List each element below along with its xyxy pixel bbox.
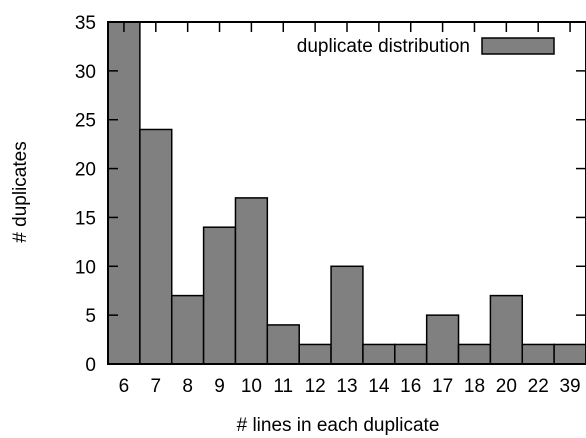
- x-tick-label: 18: [464, 376, 485, 397]
- tick-labels: 6 7 8 9 10 11 12 13 14 16 17 18 20 22 39 0 5 10 15 20 25 30 35: [75, 13, 581, 397]
- legend-label: duplicate distribution: [297, 36, 470, 57]
- x-tick-label: 16: [400, 376, 421, 397]
- x-tick-label: 13: [336, 376, 357, 397]
- x-axis-title: # lines in each duplicate: [237, 415, 440, 436]
- legend-swatch: [481, 37, 555, 55]
- y-tick-label: 30: [75, 62, 96, 83]
- x-tick-label: 8: [182, 376, 193, 397]
- y-tick-label: 25: [75, 111, 96, 132]
- bars: [107, 21, 586, 365]
- y-tick-label: 15: [75, 208, 96, 229]
- bar-7: [139, 128, 173, 365]
- y-tick-label: 5: [85, 306, 96, 327]
- bar-17: [425, 314, 460, 365]
- y-tick-label: 0: [85, 355, 96, 376]
- bar-22: [521, 343, 555, 365]
- bar-14: [362, 343, 396, 365]
- x-tick-label: 6: [119, 376, 130, 397]
- bar-10: [234, 197, 269, 365]
- bar-8: [170, 294, 205, 365]
- bar-11: [266, 324, 300, 365]
- legend: duplicate distribution: [297, 36, 555, 57]
- x-tick-label: 14: [368, 376, 390, 397]
- y-tick-label: 10: [75, 257, 96, 278]
- x-tick-label: 9: [214, 376, 225, 397]
- bar-13: [330, 265, 364, 365]
- x-tick-label: 22: [528, 376, 549, 397]
- x-tick-label: 17: [432, 376, 453, 397]
- bar-20: [489, 294, 524, 365]
- x-tick-label: 10: [241, 376, 262, 397]
- x-tick-label: 11: [273, 376, 293, 397]
- bar-12: [298, 343, 332, 365]
- bar-39: [553, 343, 586, 365]
- axis-ticks: [108, 21, 586, 365]
- x-tick-label: 7: [151, 376, 162, 397]
- y-tick-label: 35: [75, 13, 96, 34]
- bar-6: [107, 21, 141, 365]
- x-tick-label: 20: [496, 376, 517, 397]
- bar-16: [394, 343, 428, 365]
- bar-9: [202, 226, 237, 365]
- x-tick-label: 12: [305, 376, 326, 397]
- y-tick-label: 20: [75, 160, 96, 181]
- x-tick-label: 39: [559, 376, 580, 397]
- bar-18: [457, 343, 492, 365]
- y-axis-title: # duplicates: [10, 141, 31, 242]
